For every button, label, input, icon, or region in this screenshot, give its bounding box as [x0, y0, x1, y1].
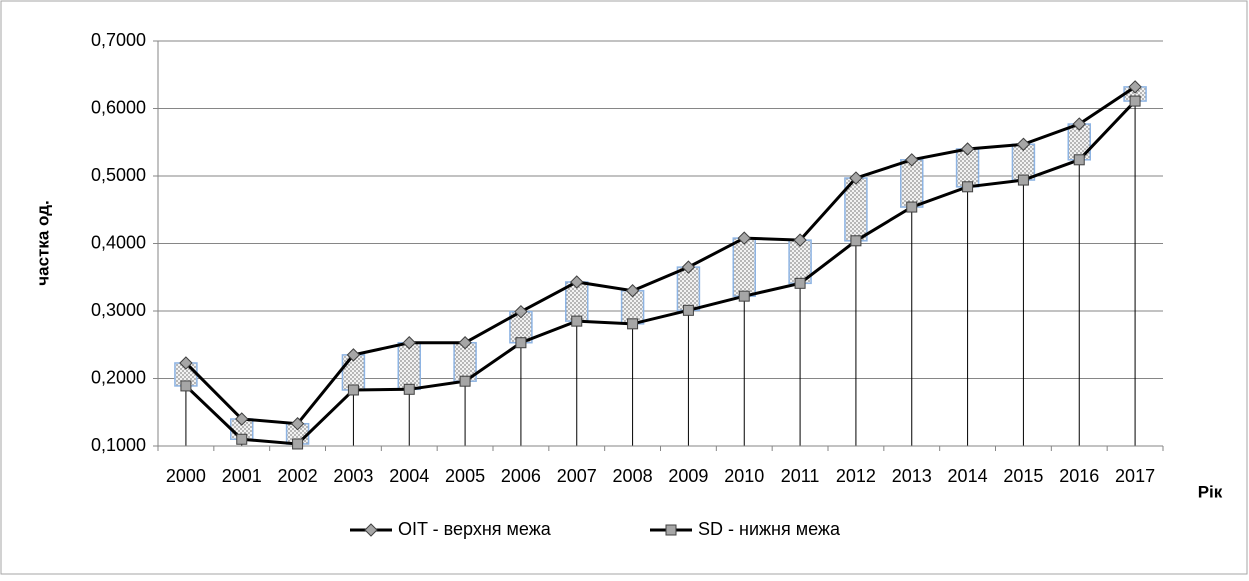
marker	[681, 260, 696, 274]
y-tick-label: 0,3000	[91, 300, 146, 320]
y-tick-label: 0,5000	[91, 165, 146, 185]
marker	[236, 433, 248, 445]
marker	[794, 277, 806, 289]
marker	[793, 233, 807, 247]
marker	[402, 336, 416, 350]
y-tick-label: 0,7000	[91, 30, 146, 50]
legend-label: OIT - верхня межа	[398, 519, 552, 539]
marker	[906, 201, 918, 213]
marker	[850, 235, 862, 247]
marker	[1073, 154, 1085, 166]
y-tick-label: 0,1000	[91, 435, 146, 455]
marker	[292, 438, 304, 450]
x-axis-label: Рік	[1198, 482, 1223, 501]
marker	[570, 275, 584, 289]
marker	[179, 356, 193, 370]
marker	[682, 304, 694, 316]
marker	[627, 318, 639, 330]
x-tick-label: 2002	[278, 466, 318, 486]
x-tick-label: 2005	[445, 466, 485, 486]
x-tick-label: 2011	[781, 466, 820, 486]
marker	[1017, 174, 1029, 186]
marker	[347, 384, 359, 396]
marker	[459, 375, 471, 387]
y-tick-label: 0,6000	[91, 97, 146, 117]
marker	[180, 380, 192, 392]
legend-label: SD - нижня межа	[698, 519, 841, 539]
marker	[514, 304, 528, 319]
marker	[962, 181, 974, 193]
x-tick-label: 2001	[222, 466, 262, 486]
y-tick-label: 0,2000	[91, 367, 146, 387]
y-axis-label: частка од.	[33, 200, 52, 285]
x-tick-label: 2010	[724, 466, 764, 486]
marker	[571, 315, 583, 327]
marker	[364, 523, 378, 537]
x-tick-label: 2012	[836, 466, 876, 486]
marker	[403, 383, 415, 395]
marker	[960, 142, 975, 156]
up-down-bar	[732, 237, 756, 297]
x-tick-label: 2009	[668, 466, 708, 486]
marker	[665, 524, 677, 536]
marker	[290, 417, 305, 431]
marker	[625, 284, 640, 298]
x-tick-label: 2013	[892, 466, 932, 486]
y-tick-label: 0,4000	[91, 232, 146, 252]
x-tick-label: 2004	[389, 466, 429, 486]
up-down-bar	[397, 341, 421, 391]
line	[184, 100, 1137, 446]
marker	[515, 337, 527, 349]
x-tick-label: 2016	[1059, 466, 1099, 486]
line	[184, 85, 1136, 426]
marker	[458, 336, 472, 350]
x-tick-label: 2014	[948, 466, 988, 486]
marker	[1072, 117, 1086, 131]
marker	[235, 412, 249, 426]
x-tick-label: 2003	[333, 466, 373, 486]
marker	[1129, 95, 1141, 107]
marker	[1128, 80, 1142, 94]
x-tick-label: 2007	[557, 466, 597, 486]
marker	[905, 153, 919, 167]
marker	[849, 171, 863, 185]
marker	[346, 348, 361, 362]
marker	[1016, 137, 1031, 151]
x-tick-label: 2017	[1115, 466, 1155, 486]
up-down-bar	[900, 159, 924, 208]
marker	[738, 290, 750, 302]
x-tick-label: 2015	[1003, 466, 1043, 486]
marker	[737, 231, 751, 245]
x-tick-label: 2006	[501, 466, 541, 486]
x-tick-label: 2000	[166, 466, 206, 486]
x-tick-label: 2008	[613, 466, 653, 486]
